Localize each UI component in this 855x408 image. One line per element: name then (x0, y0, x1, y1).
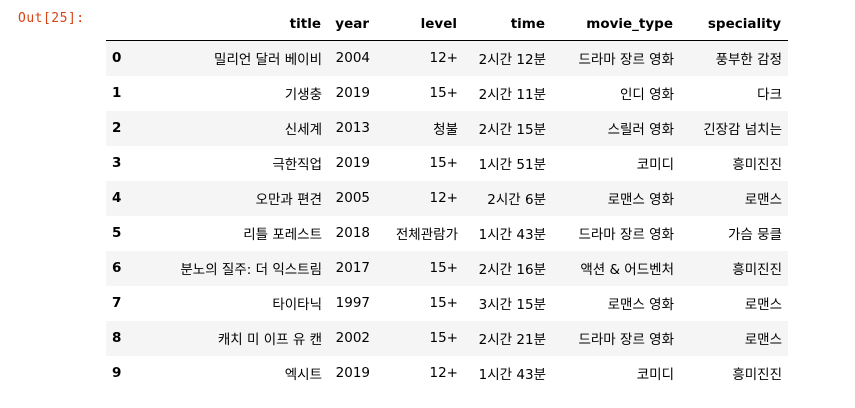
cell-level: 12+ (429, 50, 459, 67)
header-speciality: speciality (680, 8, 788, 41)
row-index: 1 (112, 85, 122, 101)
cell-movie-type: 액션 & 어드벤처 (580, 262, 674, 278)
cell-level: 15+ (429, 330, 459, 346)
cell-year: 2002 (335, 330, 370, 346)
cell-year: 2004 (335, 50, 370, 67)
cell-speciality: 다크 (757, 87, 782, 103)
cell-level: 12+ (429, 190, 459, 206)
row-index: 8 (112, 330, 122, 346)
table-header: title year level time movie_type special… (106, 8, 788, 41)
table-row: 5 리틀 포레스트 2018 전체관람가 1시간 43분 드라마 장르 영화 가… (106, 216, 788, 251)
cell-time: 2시간 6분 (487, 192, 546, 208)
cell-level: 전체관람가 (395, 227, 458, 243)
cell-speciality: 가슴 뭉클 (728, 227, 782, 243)
table-row: 7 타이타닉 1997 15+ 3시간 15분 로맨스 영화 로맨스 (106, 286, 788, 321)
cell-movie-type: 드라마 장르 영화 (578, 332, 674, 348)
cell-speciality: 흥미진진 (732, 157, 782, 173)
row-index: 5 (112, 225, 122, 241)
cell-title: 타이타닉 (272, 297, 322, 313)
cell-speciality: 흥미진진 (732, 367, 782, 383)
cell-level: 15+ (429, 155, 459, 171)
cell-speciality: 로맨스 (744, 297, 782, 313)
cell-year: 1997 (335, 295, 370, 311)
table-row: 9 엑시트 2019 12+ 1시간 43분 코미디 흥미진진 (106, 356, 788, 391)
cell-time: 2시간 15분 (478, 122, 546, 138)
cell-level: 12+ (429, 365, 459, 381)
cell-title: 캐치 미 이프 유 캔 (217, 332, 322, 348)
row-index: 6 (112, 260, 122, 276)
table-row: 6 분노의 질주: 더 익스트림 2017 15+ 2시간 16분 액션 & 어… (106, 250, 788, 286)
cell-movie-type: 스릴러 영화 (607, 122, 674, 138)
row-index: 0 (112, 50, 122, 67)
table-row: 0 밀리언 달러 베이비 2004 12+ 2시간 12분 드라마 장르 영화 … (106, 40, 788, 76)
cell-year: 2019 (335, 365, 370, 381)
cell-movie-type: 코미디 (636, 367, 674, 383)
cell-year: 2013 (335, 120, 370, 136)
dataframe-table: title year level time movie_type special… (106, 8, 788, 391)
cell-title: 분노의 질주: 더 익스트림 (180, 262, 322, 278)
cell-level: 15+ (429, 260, 459, 276)
row-index: 3 (112, 155, 122, 171)
cell-movie-type: 드라마 장르 영화 (578, 52, 674, 69)
cell-time: 2시간 11분 (478, 87, 546, 103)
cell-title: 오만과 편견 (255, 192, 322, 208)
header-level: level (376, 8, 464, 41)
table-row: 8 캐치 미 이프 유 캔 2002 15+ 2시간 21분 드라마 장르 영화… (106, 320, 788, 356)
cell-movie-type: 드라마 장르 영화 (578, 227, 674, 243)
cell-year: 2019 (335, 155, 370, 171)
table-row: 3 극한직업 2019 15+ 1시간 51분 코미디 흥미진진 (106, 146, 788, 181)
cell-time: 1시간 43분 (478, 227, 546, 243)
cell-speciality: 긴장감 넘치는 (703, 122, 782, 138)
cell-speciality: 풍부한 감정 (715, 52, 782, 69)
cell-speciality: 흥미진진 (732, 262, 782, 278)
output-prompt: Out[25]: (18, 11, 85, 26)
row-index: 4 (112, 190, 122, 206)
cell-movie-type: 인디 영화 (620, 87, 674, 103)
header-row: title year level time movie_type special… (106, 8, 788, 41)
cell-year: 2005 (335, 190, 370, 206)
table-row: 2 신세계 2013 청불 2시간 15분 스릴러 영화 긴장감 넘치는 (106, 110, 788, 146)
cell-level: 청불 (433, 122, 458, 138)
cell-level: 15+ (429, 295, 459, 311)
table-body: 0 밀리언 달러 베이비 2004 12+ 2시간 12분 드라마 장르 영화 … (106, 40, 788, 391)
header-year: year (328, 8, 376, 41)
cell-title: 밀리언 달러 베이비 (214, 52, 322, 69)
cell-time: 3시간 15분 (478, 297, 546, 313)
header-time: time (464, 8, 552, 41)
cell-movie-type: 로맨스 영화 (607, 297, 674, 313)
table-row: 4 오만과 편견 2005 12+ 2시간 6분 로맨스 영화 로맨스 (106, 180, 788, 216)
header-movie-type: movie_type (552, 8, 680, 41)
cell-title: 리틀 포레스트 (243, 227, 322, 243)
cell-year: 2017 (335, 260, 370, 276)
cell-year: 2019 (335, 85, 370, 101)
cell-title: 기생충 (284, 87, 322, 103)
cell-time: 1시간 43분 (478, 367, 546, 383)
cell-level: 15+ (429, 85, 459, 101)
cell-title: 극한직업 (272, 157, 322, 173)
cell-year: 2018 (335, 225, 370, 241)
row-index: 7 (112, 295, 122, 311)
cell-time: 2시간 16분 (478, 262, 546, 278)
header-index (106, 8, 156, 41)
cell-time: 2시간 21분 (478, 332, 546, 348)
cell-speciality: 로맨스 (744, 192, 782, 208)
header-title: title (156, 8, 328, 41)
cell-movie-type: 로맨스 영화 (607, 192, 674, 208)
cell-time: 1시간 51분 (478, 157, 546, 173)
row-index: 9 (112, 365, 122, 381)
row-index: 2 (112, 120, 122, 136)
table-row: 1 기생충 2019 15+ 2시간 11분 인디 영화 다크 (106, 76, 788, 111)
cell-speciality: 로맨스 (744, 332, 782, 348)
cell-title: 엑시트 (284, 367, 322, 383)
cell-movie-type: 코미디 (636, 157, 674, 173)
cell-time: 2시간 12분 (478, 52, 546, 69)
cell-title: 신세계 (284, 122, 322, 138)
